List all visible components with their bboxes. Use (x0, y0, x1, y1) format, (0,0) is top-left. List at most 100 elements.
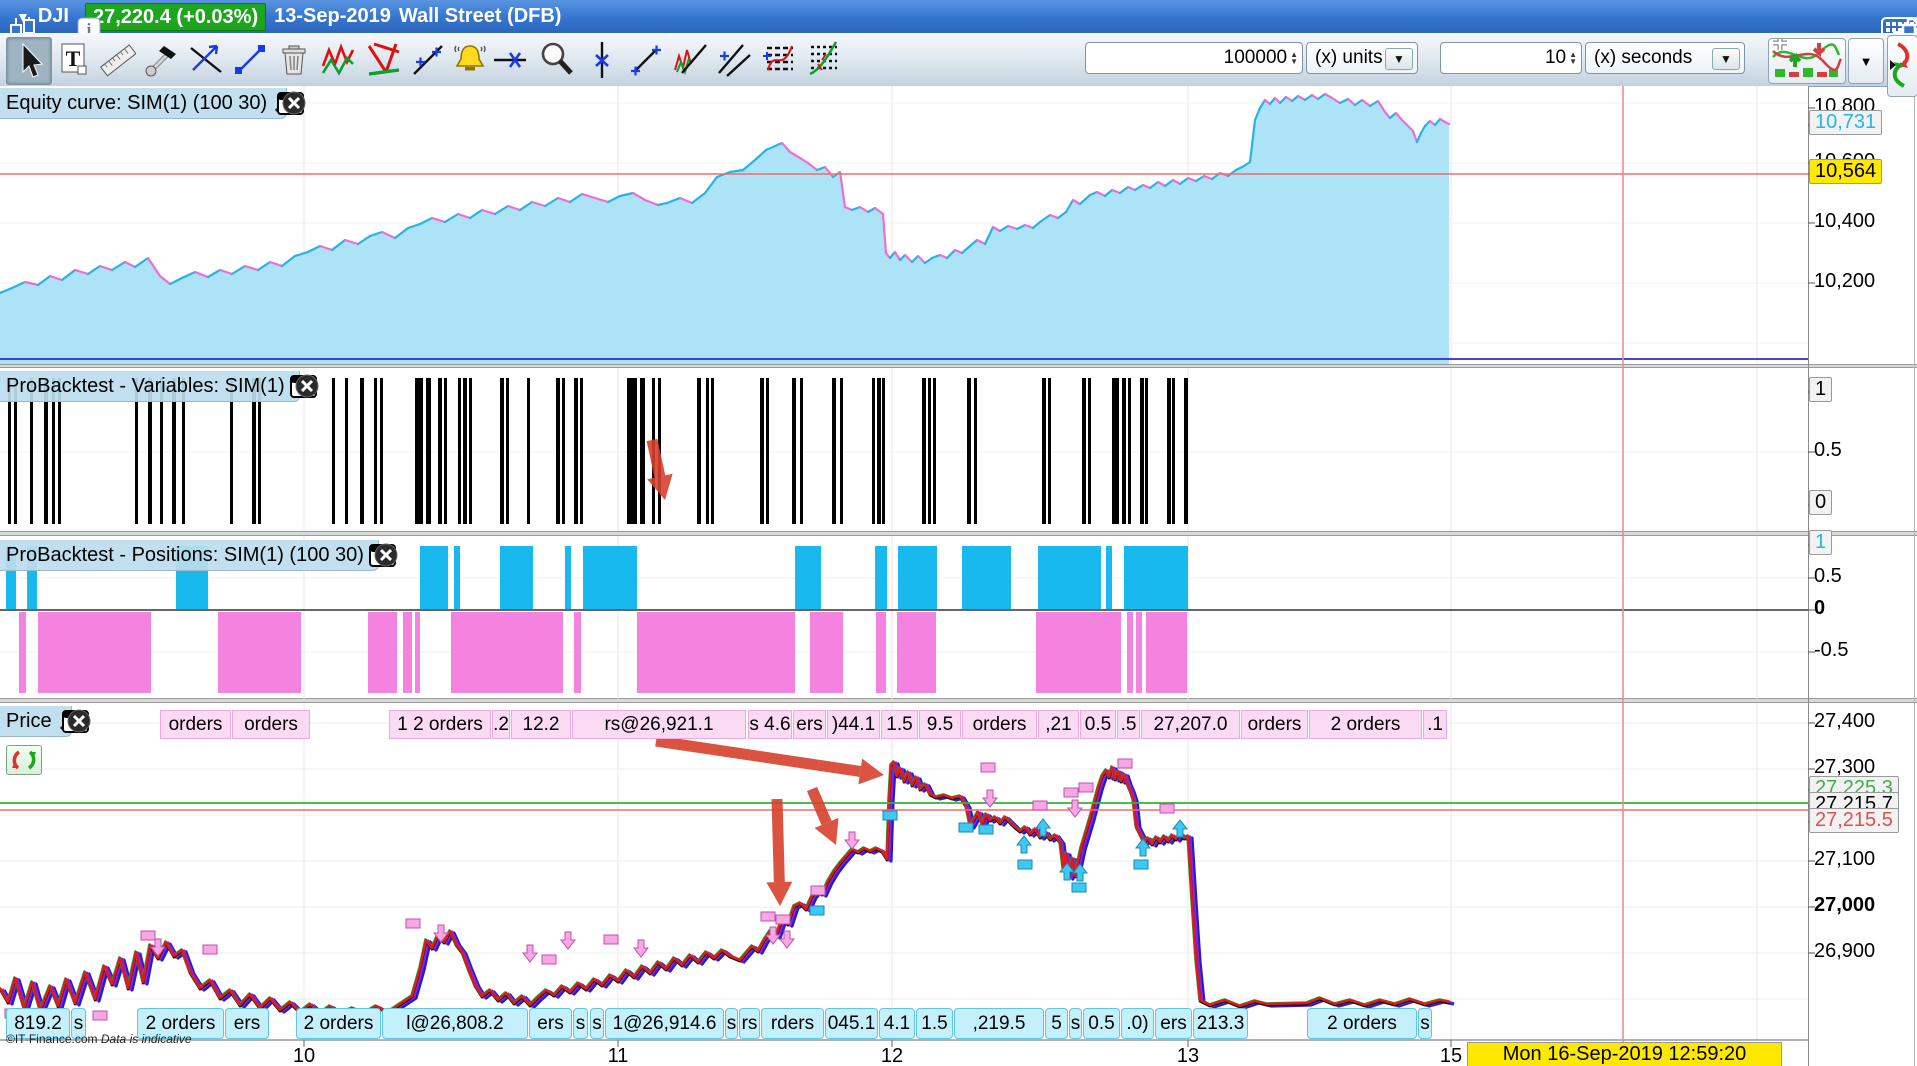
forecast-tool-icon[interactable] (668, 37, 712, 83)
order-label[interactable]: 2 orders (137, 1008, 224, 1039)
crossed-lines-tool-icon[interactable] (184, 37, 228, 83)
order-label[interactable]: 9.5 (919, 710, 961, 739)
units-select[interactable]: (x) units ▼ (1306, 42, 1418, 74)
order-label[interactable]: 1.5 (881, 710, 918, 739)
sell-order-marker (541, 954, 557, 965)
pointer-tool-icon[interactable] (6, 37, 52, 85)
order-label[interactable]: l@26,808.2 (382, 1008, 528, 1039)
order-label[interactable]: 2 orders (296, 1008, 381, 1039)
current-datetime-badge: Mon 16-Sep-2019 12:59:20 (1467, 1042, 1782, 1066)
order-label[interactable]: 2 orders (1309, 710, 1422, 739)
equity-curve-line (1268, 96, 1277, 106)
order-label[interactable]: rs (739, 1008, 760, 1039)
fibonacci-tool-icon[interactable] (756, 37, 800, 83)
order-label[interactable]: ers (529, 1008, 572, 1039)
order-label[interactable]: rs@26,921.1 (572, 710, 746, 739)
chevron-down-icon[interactable]: ▼ (1385, 48, 1413, 70)
variable-bar (380, 378, 383, 524)
order-label[interactable]: 4.1 (879, 1008, 915, 1039)
order-label[interactable]: 0.5 (1083, 1008, 1120, 1039)
order-label[interactable]: 12.2 (511, 710, 571, 739)
delete-tool-icon[interactable] (272, 37, 316, 83)
sell-order-marker (1063, 787, 1079, 798)
order-label[interactable]: rders (761, 1008, 824, 1039)
order-label[interactable]: )44.1 (827, 710, 880, 739)
order-label[interactable]: s (725, 1008, 738, 1039)
add-indicator-dropdown[interactable]: ▼ (1848, 38, 1884, 84)
zoom-tool-icon[interactable] (534, 37, 578, 83)
vertical-line-tool-icon[interactable] (580, 37, 624, 83)
buy-order-marker (1071, 882, 1087, 893)
order-label[interactable]: s (573, 1008, 588, 1039)
order-label[interactable]: 1 2 orders (389, 710, 491, 739)
long-position-bar (583, 546, 637, 609)
panel-separator (0, 364, 1917, 368)
short-segment-tool-icon[interactable] (624, 37, 668, 83)
order-label[interactable]: 819.2 (6, 1008, 70, 1039)
equity-curve-line (998, 224, 1010, 233)
equity-curve-line (823, 165, 835, 179)
add-indicator-button[interactable] (1768, 38, 1846, 84)
chevron-down-icon[interactable]: ▼ (1712, 48, 1740, 70)
order-label[interactable]: orders (160, 710, 231, 739)
order-label[interactable]: .5 (1117, 710, 1140, 739)
triangle-pattern-tool-icon[interactable] (362, 37, 406, 83)
alert-tool-icon[interactable] (448, 37, 492, 83)
order-label[interactable]: s (1069, 1008, 1082, 1039)
period-input[interactable]: 10 ▲ ▼ (1440, 42, 1582, 74)
order-label[interactable]: 045.1 (825, 1008, 878, 1039)
order-label[interactable]: 1.5 (916, 1008, 953, 1039)
trendline-tool-icon[interactable] (406, 37, 450, 83)
equity-curve-line (838, 170, 847, 209)
order-label[interactable]: 27,207.0 (1141, 710, 1240, 739)
variable-bar (882, 378, 885, 524)
order-label[interactable]: 2 orders (1307, 1008, 1417, 1039)
order-label[interactable]: ,21 (1038, 710, 1079, 739)
sell-order-marker (140, 930, 156, 941)
order-label[interactable]: ers (225, 1008, 269, 1039)
order-label[interactable]: orders (232, 710, 310, 739)
variable-bar (840, 378, 843, 524)
order-label[interactable]: ers (1155, 1008, 1192, 1039)
chart-area[interactable] (0, 86, 1917, 1066)
order-label[interactable]: .2 (492, 710, 510, 739)
sell-arrow-marker (559, 931, 577, 950)
order-label[interactable]: ,219.5 (954, 1008, 1044, 1039)
text-tool-icon[interactable]: T (52, 37, 96, 83)
symbol-name[interactable]: DJI (37, 5, 69, 27)
order-label[interactable]: orders (1241, 710, 1308, 739)
period-spinner[interactable]: ▲ ▼ (1569, 50, 1577, 66)
zigzag-pattern-tool-icon[interactable] (316, 37, 360, 83)
order-label[interactable]: orders (962, 710, 1037, 739)
order-label[interactable]: 5 (1045, 1008, 1068, 1039)
sell-order-marker (92, 1010, 108, 1021)
order-label[interactable]: s (590, 1008, 604, 1039)
intersecting-lines-tool-icon[interactable] (712, 37, 756, 83)
long-position-bar (565, 546, 571, 609)
order-label[interactable]: .1 (1423, 710, 1447, 739)
horizontal-line-tool-icon[interactable] (488, 37, 532, 83)
segment-tool-icon[interactable] (228, 37, 272, 83)
order-label[interactable]: 0.5 (1080, 710, 1116, 739)
ruler-tool-icon[interactable] (96, 37, 140, 83)
order-label[interactable]: s 4.6 (748, 710, 792, 739)
equity-curve-line (418, 216, 434, 226)
order-label[interactable]: s (1418, 1008, 1432, 1039)
order-label[interactable]: 1@26,914.6 (605, 1008, 724, 1039)
period-select[interactable]: (x) seconds ▼ (1585, 42, 1745, 74)
pitchfork-tool-icon[interactable] (800, 37, 844, 83)
refresh-orders-button[interactable] (6, 745, 42, 775)
drawing-settings-tool-icon[interactable] (140, 37, 184, 83)
equity-curve-line (180, 270, 197, 280)
short-position-bar (19, 612, 26, 693)
units-input[interactable]: 100000 ▲ ▼ (1085, 42, 1303, 74)
variable-bar (760, 378, 764, 524)
swap-chart-button[interactable] (1887, 35, 1917, 97)
order-label[interactable]: 213.3 (1193, 1008, 1248, 1039)
order-label[interactable]: s (71, 1008, 86, 1039)
order-label[interactable]: .0) (1121, 1008, 1154, 1039)
short-position-bar (403, 612, 412, 693)
order-label[interactable]: ers (793, 710, 826, 739)
units-spinner[interactable]: ▲ ▼ (1290, 50, 1298, 66)
variable-bar (332, 378, 335, 524)
